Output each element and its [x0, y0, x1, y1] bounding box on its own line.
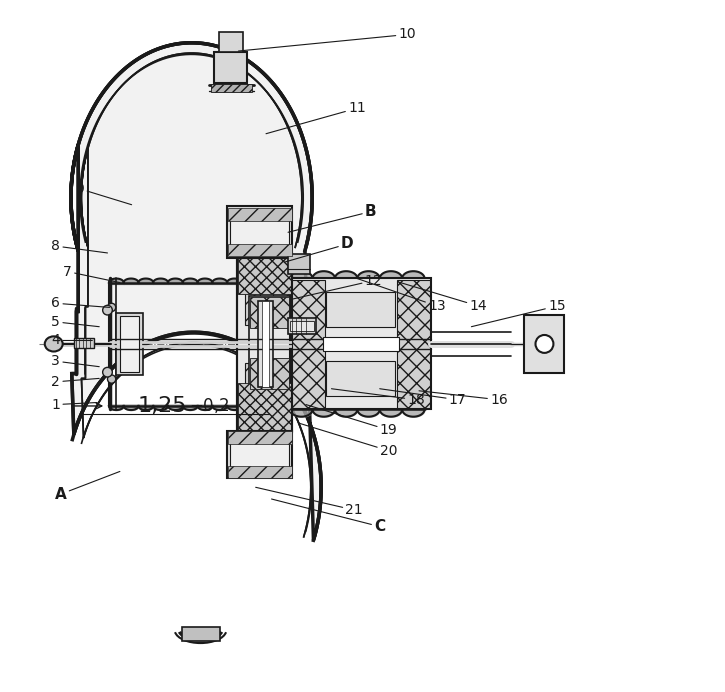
- Text: 12: 12: [292, 273, 382, 299]
- Bar: [273, 282, 294, 325]
- Ellipse shape: [103, 367, 112, 377]
- Bar: [288, 318, 315, 334]
- Bar: [182, 627, 220, 641]
- Bar: [291, 280, 325, 408]
- Text: 21: 21: [256, 487, 363, 517]
- Text: 2: 2: [51, 375, 99, 389]
- Ellipse shape: [103, 305, 112, 315]
- Text: 20: 20: [299, 424, 397, 458]
- Bar: [228, 432, 291, 444]
- Text: 14: 14: [400, 282, 487, 313]
- Text: 8: 8: [51, 239, 107, 253]
- Bar: [326, 361, 395, 396]
- Bar: [323, 337, 399, 351]
- Text: C: C: [272, 499, 385, 534]
- Bar: [245, 286, 290, 403]
- Bar: [290, 321, 314, 331]
- Text: 11: 11: [266, 101, 366, 134]
- Text: 5: 5: [51, 315, 99, 329]
- Text: 1: 1: [51, 398, 97, 412]
- Bar: [245, 282, 260, 325]
- Bar: [120, 316, 139, 372]
- Bar: [227, 432, 292, 478]
- Bar: [397, 280, 430, 408]
- Bar: [524, 315, 565, 373]
- Bar: [219, 33, 244, 52]
- Bar: [117, 313, 143, 375]
- Ellipse shape: [536, 335, 553, 353]
- Text: 17: 17: [380, 389, 466, 407]
- Polygon shape: [71, 43, 321, 540]
- Bar: [250, 358, 289, 390]
- Bar: [228, 208, 291, 221]
- Text: 9: 9: [75, 182, 132, 205]
- Text: 3: 3: [51, 354, 99, 368]
- Ellipse shape: [107, 375, 116, 383]
- Text: 18: 18: [331, 389, 425, 407]
- Bar: [249, 295, 290, 391]
- Text: 7: 7: [63, 264, 120, 282]
- Ellipse shape: [107, 303, 116, 311]
- Bar: [75, 338, 94, 348]
- Text: 4: 4: [51, 334, 92, 347]
- Bar: [215, 52, 247, 83]
- Text: 19: 19: [306, 405, 397, 437]
- Bar: [258, 301, 273, 388]
- Bar: [227, 206, 292, 258]
- Bar: [230, 435, 289, 475]
- Bar: [288, 255, 310, 273]
- Bar: [228, 466, 291, 478]
- Bar: [211, 84, 252, 92]
- Bar: [245, 363, 260, 406]
- Bar: [239, 383, 291, 431]
- Text: 10: 10: [239, 28, 416, 51]
- Bar: [326, 292, 395, 327]
- Bar: [273, 363, 294, 406]
- Bar: [230, 210, 289, 255]
- Text: D: D: [286, 237, 354, 262]
- Text: B: B: [288, 204, 376, 233]
- Bar: [237, 255, 292, 432]
- Bar: [290, 278, 431, 410]
- Bar: [242, 283, 294, 406]
- Bar: [262, 301, 269, 388]
- Bar: [239, 256, 291, 294]
- Ellipse shape: [45, 336, 62, 352]
- Text: 1,25: 1,25: [138, 396, 187, 416]
- Text: 15: 15: [471, 299, 566, 327]
- Bar: [250, 297, 289, 328]
- Text: 16: 16: [419, 391, 507, 407]
- Text: A: A: [55, 471, 120, 502]
- Text: 13: 13: [357, 278, 446, 313]
- Bar: [228, 244, 291, 257]
- Text: 6: 6: [51, 296, 109, 310]
- Text: $-$0,2: $-$0,2: [189, 397, 230, 415]
